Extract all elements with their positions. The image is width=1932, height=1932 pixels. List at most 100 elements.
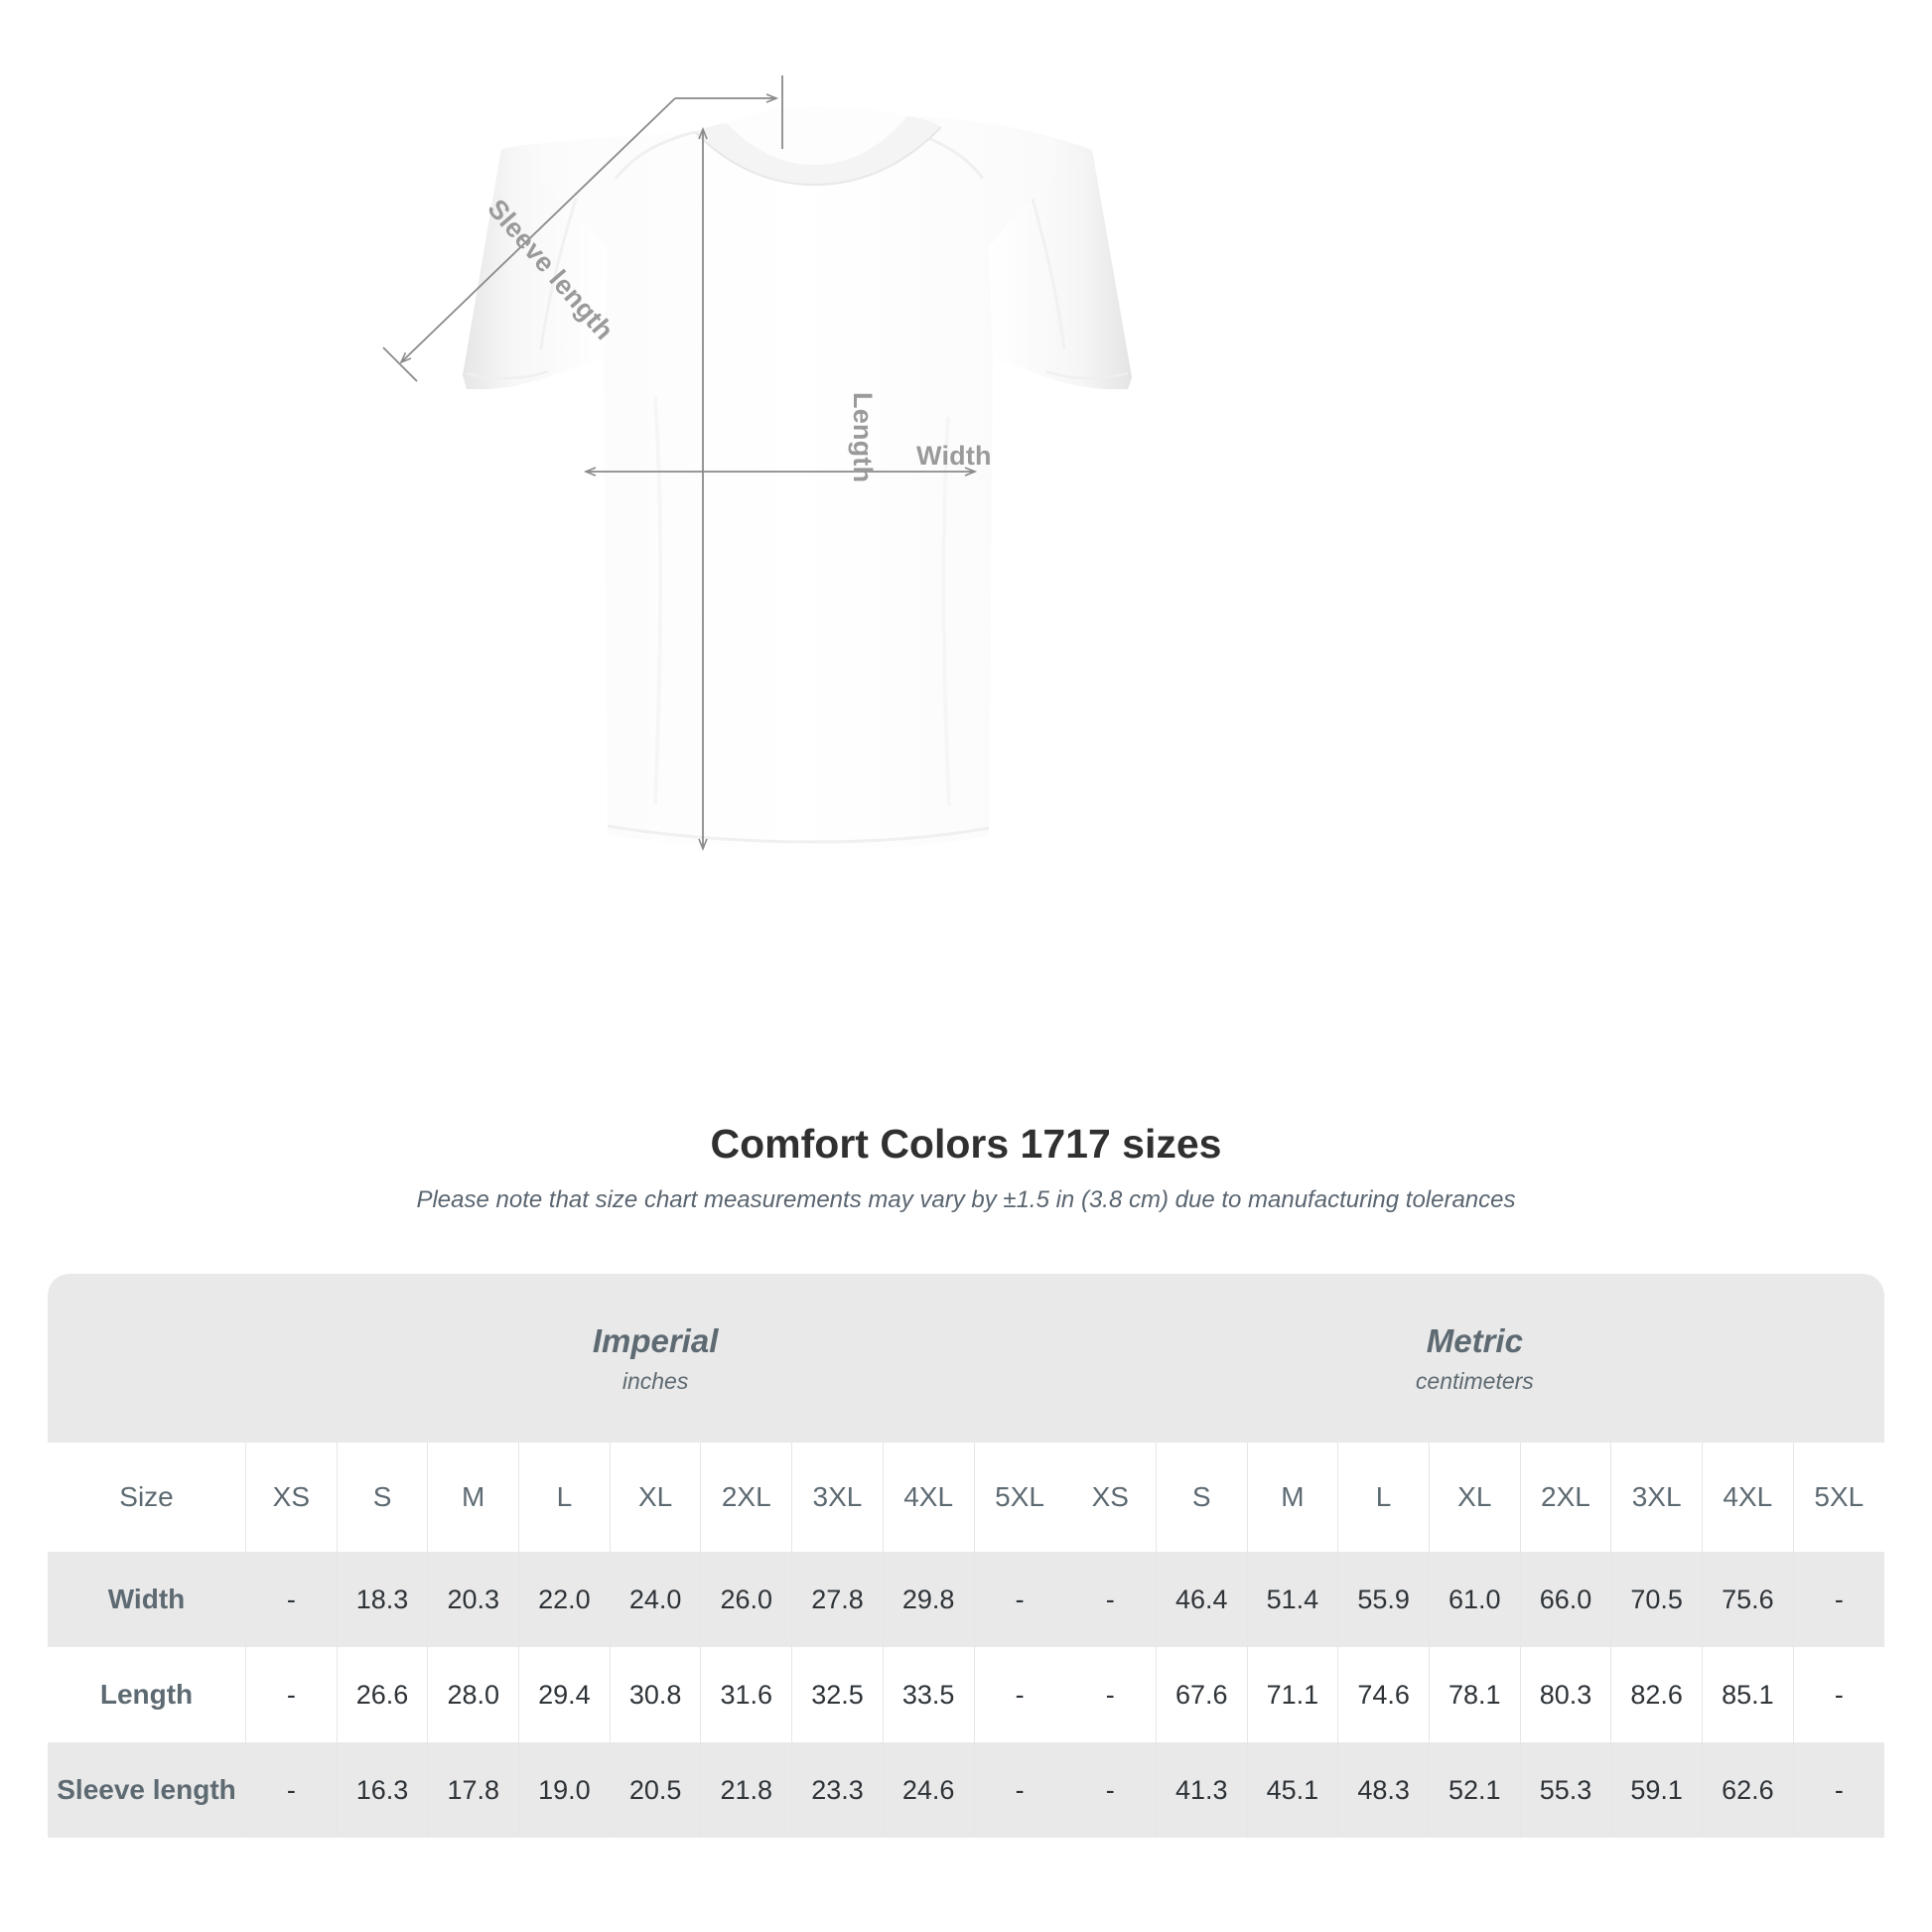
cell-width-metric-4xl: 75.6: [1702, 1552, 1794, 1647]
size-header-label: Size: [48, 1443, 246, 1552]
cell-length-imperial-l: 29.4: [518, 1647, 611, 1742]
unit-banner-metric: Metric centimeters: [1064, 1274, 1884, 1443]
size-header-imperial-l: L: [518, 1443, 611, 1552]
cell-length-metric-2xl: 80.3: [1519, 1647, 1611, 1742]
cell-length-metric-5xl: -: [1792, 1647, 1884, 1742]
unit-banner-row: Imperial inches Metric centimeters: [48, 1274, 1884, 1443]
unit-sub-imperial: inches: [621, 1367, 689, 1394]
cell-width-imperial-xl: 24.0: [609, 1552, 701, 1647]
unit-banner-spacer: [48, 1274, 246, 1443]
size-header-metric-4xl: 4XL: [1702, 1443, 1794, 1552]
table-row: Sleeve length - 16.3 17.8 19.0 20.5 21.8…: [48, 1742, 1884, 1838]
cell-length-metric-m: 71.1: [1246, 1647, 1338, 1742]
unit-name-imperial: Imperial: [592, 1321, 719, 1359]
sleeve-dimension-line: [399, 97, 676, 364]
cell-width-imperial-5xl: -: [973, 1552, 1065, 1647]
cell-length-metric-3xl: 82.6: [1610, 1647, 1703, 1742]
size-chart-table: Imperial inches Metric centimeters Size …: [48, 1274, 1884, 1838]
row-label-width: Width: [48, 1552, 246, 1647]
unit-name-metric: Metric: [1426, 1321, 1523, 1359]
cell-width-metric-3xl: 70.5: [1610, 1552, 1703, 1647]
size-header-metric-xs: XS: [1064, 1443, 1157, 1552]
cell-sleeve-metric-l: 48.3: [1337, 1742, 1430, 1838]
cell-sleeve-imperial-xs: -: [245, 1742, 338, 1838]
size-header-imperial-xl: XL: [609, 1443, 701, 1552]
size-header-imperial-xs: XS: [245, 1443, 338, 1552]
size-header-imperial-m: M: [427, 1443, 519, 1552]
row-label-length: Length: [48, 1647, 246, 1742]
size-header-metric-m: M: [1246, 1443, 1338, 1552]
cell-sleeve-metric-4xl: 62.6: [1702, 1742, 1794, 1838]
size-header-metric-2xl: 2XL: [1519, 1443, 1611, 1552]
tshirt-illustration: [382, 75, 1132, 852]
cell-width-metric-2xl: 66.0: [1519, 1552, 1611, 1647]
cell-sleeve-imperial-xl: 20.5: [609, 1742, 701, 1838]
cell-sleeve-metric-xl: 52.1: [1428, 1742, 1521, 1838]
tshirt-diagram: Width Length Sleeve length: [382, 75, 1132, 852]
cell-length-imperial-2xl: 31.6: [700, 1647, 792, 1742]
cell-width-imperial-xs: -: [245, 1552, 338, 1647]
size-header-imperial-2xl: 2XL: [700, 1443, 792, 1552]
length-label: Length: [848, 392, 878, 483]
cell-width-metric-5xl: -: [1792, 1552, 1884, 1647]
size-header-imperial-s: S: [336, 1443, 428, 1552]
size-header-metric-5xl: 5XL: [1792, 1443, 1884, 1552]
cell-length-imperial-xs: -: [245, 1647, 338, 1742]
cell-width-imperial-3xl: 27.8: [791, 1552, 884, 1647]
cell-length-imperial-xl: 30.8: [609, 1647, 701, 1742]
cell-length-metric-xs: -: [1064, 1647, 1157, 1742]
cell-sleeve-metric-3xl: 59.1: [1610, 1742, 1703, 1838]
cell-width-imperial-l: 22.0: [518, 1552, 611, 1647]
cell-sleeve-metric-2xl: 55.3: [1519, 1742, 1611, 1838]
size-header-metric-s: S: [1155, 1443, 1248, 1552]
size-header-metric-l: L: [1337, 1443, 1430, 1552]
cell-width-imperial-2xl: 26.0: [700, 1552, 792, 1647]
cell-sleeve-imperial-3xl: 23.3: [791, 1742, 884, 1838]
cell-sleeve-imperial-l: 19.0: [518, 1742, 611, 1838]
cell-length-imperial-s: 26.6: [336, 1647, 428, 1742]
cell-width-imperial-m: 20.3: [427, 1552, 519, 1647]
size-header-metric-3xl: 3XL: [1610, 1443, 1703, 1552]
heading-block: Comfort Colors 1717 sizes Please note th…: [0, 1120, 1932, 1215]
cell-sleeve-imperial-5xl: -: [973, 1742, 1065, 1838]
cell-sleeve-imperial-m: 17.8: [427, 1742, 519, 1838]
table-row: Width - 18.3 20.3 22.0 24.0 26.0 27.8 29…: [48, 1552, 1884, 1647]
tshirt-shape: [463, 106, 1132, 850]
cell-length-metric-xl: 78.1: [1428, 1647, 1521, 1742]
cell-sleeve-metric-xs: -: [1064, 1742, 1157, 1838]
cell-length-imperial-m: 28.0: [427, 1647, 519, 1742]
cell-length-metric-4xl: 85.1: [1702, 1647, 1794, 1742]
cell-sleeve-imperial-s: 16.3: [336, 1742, 428, 1838]
cell-sleeve-metric-s: 41.3: [1155, 1742, 1248, 1838]
page-title: Comfort Colors 1717 sizes: [710, 1121, 1222, 1167]
size-header-imperial-5xl: 5XL: [973, 1443, 1065, 1552]
unit-sub-metric: centimeters: [1415, 1367, 1534, 1394]
cell-length-imperial-3xl: 32.5: [791, 1647, 884, 1742]
size-chart-table-container: Imperial inches Metric centimeters Size …: [48, 1274, 1884, 1838]
cell-length-imperial-4xl: 33.5: [882, 1647, 974, 1742]
cell-width-metric-xl: 61.0: [1428, 1552, 1521, 1647]
row-label-sleeve-length: Sleeve length: [48, 1742, 246, 1838]
sleeve-end-tick: [382, 346, 418, 382]
table-row: Length - 26.6 28.0 29.4 30.8 31.6 32.5 3…: [48, 1647, 1884, 1742]
cell-length-metric-l: 74.6: [1337, 1647, 1430, 1742]
cell-length-imperial-5xl: -: [973, 1647, 1065, 1742]
unit-banner-imperial: Imperial inches: [245, 1274, 1065, 1443]
cell-sleeve-imperial-2xl: 21.8: [700, 1742, 792, 1838]
size-header-metric-xl: XL: [1428, 1443, 1521, 1552]
width-label: Width: [916, 441, 992, 471]
cell-sleeve-metric-m: 45.1: [1246, 1742, 1338, 1838]
cell-width-imperial-s: 18.3: [336, 1552, 428, 1647]
cell-length-metric-s: 67.6: [1155, 1647, 1248, 1742]
cell-width-metric-s: 46.4: [1155, 1552, 1248, 1647]
measurement-lines: [382, 75, 978, 852]
cell-width-metric-m: 51.4: [1246, 1552, 1338, 1647]
size-header-imperial-3xl: 3XL: [791, 1443, 884, 1552]
size-header-row: Size XS S M L XL 2XL 3XL 4XL 5XL XS S M …: [48, 1443, 1884, 1552]
cell-width-imperial-4xl: 29.8: [882, 1552, 974, 1647]
tolerance-note: Please note that size chart measurements…: [416, 1186, 1516, 1214]
cell-sleeve-metric-5xl: -: [1792, 1742, 1884, 1838]
cell-sleeve-imperial-4xl: 24.6: [882, 1742, 974, 1838]
size-header-imperial-4xl: 4XL: [882, 1443, 974, 1552]
cell-width-metric-l: 55.9: [1337, 1552, 1430, 1647]
